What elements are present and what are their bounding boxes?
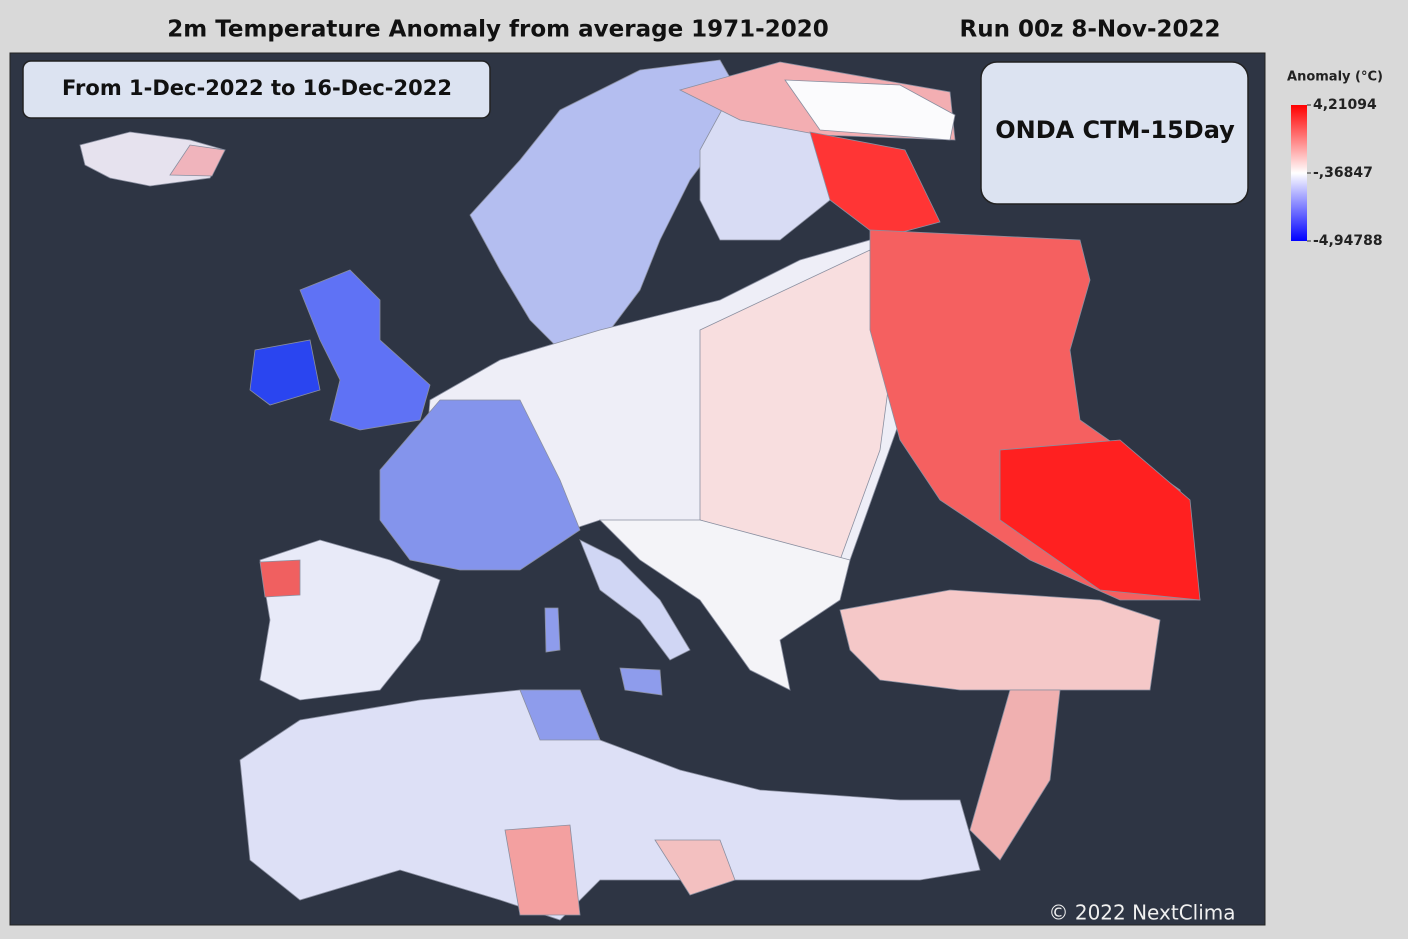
title: 2m Temperature Anomaly from average 1971… [167,17,829,43]
colorbar [1291,105,1307,241]
balkans [599,519,851,691]
model-label: ONDA CTM-15Day [995,116,1235,144]
egypt-south [654,839,736,896]
levant [969,689,1061,861]
italy [579,539,691,661]
run-label: Run 00z 8-Nov-2022 [959,17,1220,43]
karelia [809,131,941,239]
copyright: © 2022 NextClima [1048,901,1235,925]
colorbar-label: -,36847 [1313,165,1373,181]
caucasus [999,439,1201,601]
sicily [619,667,663,696]
colorbar-label: 4,21094 [1313,97,1377,113]
iberia [259,539,441,701]
legend-title: Anomaly (°C) [1287,70,1383,85]
great-britain [299,269,431,431]
iceland-east [169,144,226,177]
kola-north [784,79,956,141]
tunisia [519,689,601,741]
france [379,399,581,571]
galicia [259,559,301,598]
period-box [22,60,491,119]
model-box [980,61,1249,205]
turkey [839,589,1161,691]
libya-south [504,824,581,916]
scandinavia [469,59,741,351]
sardinia [544,607,561,653]
period-label: From 1-Dec-2022 to 16-Dec-2022 [62,76,452,100]
map [79,59,1201,921]
ireland [249,339,321,406]
colorbar-label: -4,94788 [1313,233,1383,249]
